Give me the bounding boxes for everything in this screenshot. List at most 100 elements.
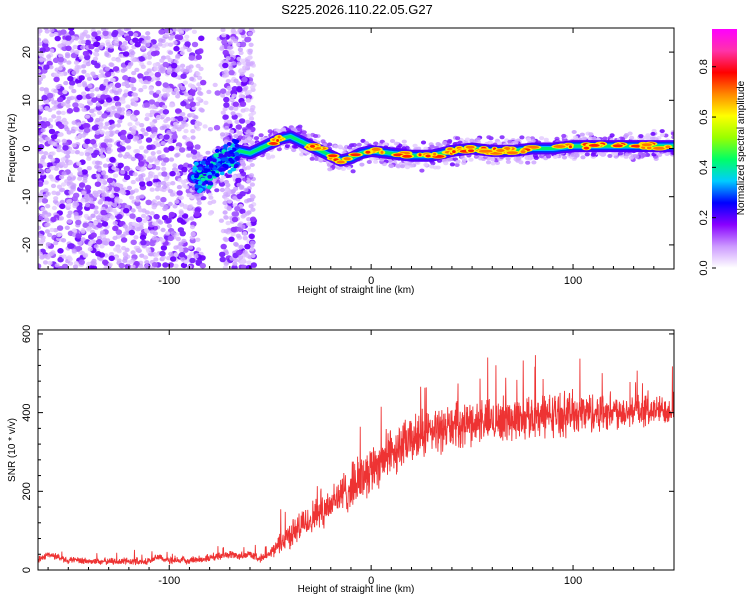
- noise-dot: [73, 60, 80, 65]
- noise-dot: [82, 175, 88, 181]
- noise-dot: [43, 64, 50, 70]
- colorbar-gradient: [712, 29, 737, 268]
- noise-dot: [48, 118, 54, 123]
- noise-dot: [101, 192, 107, 198]
- noise-dot: [145, 35, 151, 40]
- noise-dot: [111, 165, 117, 171]
- noise-dot: [78, 55, 84, 60]
- noise-dot: [104, 200, 110, 206]
- noise-dot: [38, 77, 43, 82]
- noise-dot: [93, 124, 100, 130]
- noise-dot: [47, 232, 53, 238]
- noise-dot: [178, 241, 184, 246]
- noise-dot: [196, 96, 202, 102]
- halo-dot: [191, 155, 197, 160]
- noise-dot: [114, 112, 121, 119]
- noise-dot: [115, 182, 122, 188]
- noise-dot: [61, 238, 67, 243]
- halo-dot: [659, 133, 666, 137]
- noise-dot: [163, 204, 169, 210]
- halo-dot: [571, 130, 577, 134]
- noise-dot: [124, 263, 131, 269]
- noise-dot: [234, 119, 240, 125]
- halo-dot: [423, 146, 429, 151]
- halo-dot: [505, 159, 511, 164]
- noise-dot: [117, 153, 123, 158]
- noise-dot: [38, 231, 41, 237]
- cluster-dot: [208, 181, 214, 186]
- noise-dot: [206, 89, 212, 95]
- noise-dot: [38, 58, 45, 63]
- noise-dot: [86, 227, 92, 232]
- halo-dot: [379, 157, 385, 162]
- noise-dot: [172, 204, 178, 209]
- noise-dot: [131, 221, 137, 227]
- noise-dot: [130, 189, 136, 195]
- noise-dot: [49, 28, 55, 33]
- noise-dot: [180, 120, 187, 125]
- noise-dot: [89, 88, 95, 93]
- ridge-peak: [268, 142, 278, 145]
- noise-dot: [53, 240, 59, 246]
- noise-dot: [152, 62, 158, 68]
- noise-dot: [77, 170, 83, 176]
- noise-dot: [38, 37, 42, 42]
- noise-dot: [62, 89, 68, 95]
- cluster-dot: [205, 161, 211, 166]
- noise-dot: [214, 90, 221, 96]
- halo-dot: [246, 179, 252, 184]
- noise-dot: [235, 249, 243, 256]
- halo-dot: [314, 156, 320, 161]
- noise-dot: [231, 174, 237, 179]
- noise-dot: [38, 168, 45, 175]
- noise-dot: [81, 64, 87, 69]
- noise-dot: [78, 75, 85, 81]
- noise-dot: [38, 129, 42, 136]
- noise-dot: [172, 40, 178, 45]
- noise-dot: [238, 94, 244, 99]
- cluster-dot: [198, 187, 204, 192]
- cluster-dot: [192, 166, 198, 171]
- noise-dot: [153, 66, 159, 72]
- noise-dot: [188, 64, 194, 69]
- cluster-dot: [212, 158, 217, 163]
- noise-dot: [39, 86, 45, 92]
- noise-dot: [106, 146, 112, 152]
- noise-dot: [198, 107, 204, 112]
- halo-dot: [207, 192, 213, 197]
- noise-dot: [40, 128, 46, 133]
- noise-dot: [68, 28, 75, 31]
- noise-dot: [230, 36, 236, 41]
- noise-dot: [162, 61, 169, 68]
- halo-dot: [490, 161, 496, 166]
- noise-dot: [149, 229, 155, 234]
- noise-dot: [137, 73, 144, 79]
- noise-dot: [69, 95, 75, 101]
- noise-dot: [198, 91, 204, 97]
- noise-dot: [163, 134, 170, 140]
- noise-dot: [176, 185, 182, 190]
- noise-dot: [182, 116, 188, 121]
- noise-dot: [87, 83, 93, 89]
- noise-dot: [191, 41, 199, 48]
- noise-dot: [60, 102, 66, 107]
- noise-dot: [101, 171, 107, 176]
- noise-dot: [156, 201, 162, 206]
- halo-dot: [312, 134, 319, 138]
- noise-dot: [196, 86, 202, 92]
- noise-dot: [188, 245, 194, 250]
- noise-dot: [138, 174, 144, 179]
- spectrogram-x-label: Height of straight line (km): [298, 285, 415, 296]
- noise-dot: [229, 256, 235, 261]
- noise-dot: [66, 60, 72, 65]
- halo-dot: [454, 163, 460, 167]
- halo-dot: [499, 135, 505, 140]
- noise-dot: [57, 256, 64, 263]
- noise-dot: [246, 198, 252, 203]
- noise-dot: [161, 125, 168, 130]
- noise-dot: [78, 182, 86, 188]
- noise-dot: [79, 151, 85, 156]
- noise-dot: [113, 186, 121, 192]
- noise-dot: [168, 42, 174, 47]
